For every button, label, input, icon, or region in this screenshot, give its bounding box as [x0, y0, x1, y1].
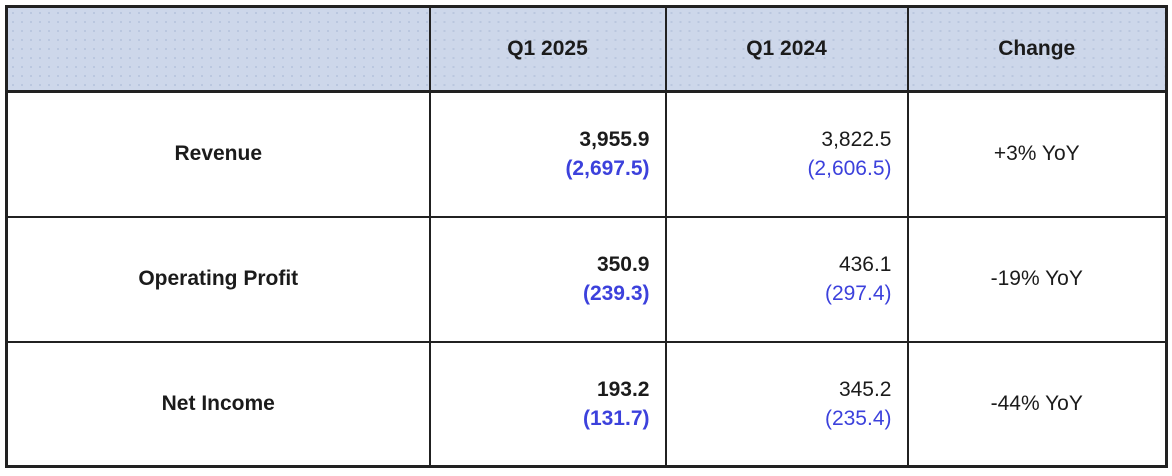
header-cell-q1-2025: Q1 2025 [428, 5, 667, 93]
secondary-value: (2,697.5) [565, 157, 650, 181]
primary-value: 350.9 [596, 253, 650, 276]
change-value-cell: -44% YoY [906, 340, 1168, 468]
q1-2024-value-cell: 345.2 (235.4) [664, 340, 909, 468]
q1-2025-value-cell: 193.2 (131.7) [428, 340, 667, 468]
secondary-value: (2,606.5) [807, 157, 892, 181]
primary-value: 345.2 [838, 377, 892, 401]
secondary-value: (239.3) [582, 282, 650, 305]
header-cell-change: Change [906, 5, 1168, 93]
quarterly-results-table: Q1 2025 Q1 2024 Change Revenue 3,955.9 (… [5, 5, 1168, 468]
change-value-cell: +3% YoY [906, 90, 1168, 218]
primary-value: 193.2 [596, 377, 650, 401]
header-cell-metric [5, 5, 431, 93]
header-cell-q1-2024: Q1 2024 [664, 5, 909, 93]
primary-value: 3,955.9 [579, 128, 650, 152]
primary-value: 3,822.5 [821, 128, 892, 152]
header-row: Q1 2025 Q1 2024 Change [5, 5, 1168, 93]
primary-value: 436.1 [838, 253, 892, 276]
q1-2025-value-cell: 3,955.9 (2,697.5) [428, 90, 667, 218]
metric-label: Revenue [5, 90, 431, 218]
secondary-value: (297.4) [824, 282, 892, 305]
q1-2025-value-cell: 350.9 (239.3) [428, 215, 667, 343]
table-body: Revenue 3,955.9 (2,697.5) 3,822.5 (2,606… [5, 90, 1168, 468]
table-row-operating-profit: Operating Profit 350.9 (239.3) 436.1 (29… [5, 215, 1168, 343]
table-header: Q1 2025 Q1 2024 Change [5, 5, 1168, 93]
secondary-value: (131.7) [582, 406, 650, 430]
table-row-revenue: Revenue 3,955.9 (2,697.5) 3,822.5 (2,606… [5, 90, 1168, 218]
change-value-cell: -19% YoY [906, 215, 1168, 343]
q1-2024-value-cell: 436.1 (297.4) [664, 215, 909, 343]
q1-2024-value-cell: 3,822.5 (2,606.5) [664, 90, 909, 218]
metric-label: Net Income [5, 340, 431, 468]
secondary-value: (235.4) [824, 406, 892, 430]
table-row-net-income: Net Income 193.2 (131.7) 345.2 (235.4) -… [5, 340, 1168, 468]
metric-label: Operating Profit [5, 215, 431, 343]
